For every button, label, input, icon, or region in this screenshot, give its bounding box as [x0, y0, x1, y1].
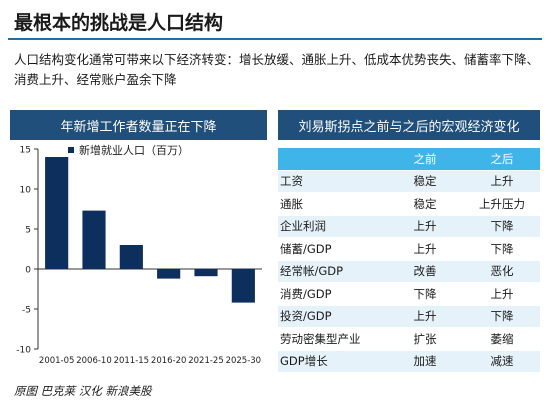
x-tick-label: 2011-15	[114, 356, 150, 366]
x-tick-label: 2006-10	[76, 356, 112, 366]
row-before: 扩张	[413, 331, 437, 346]
table-header-after: 之后	[490, 151, 514, 166]
row-before: 下降	[413, 286, 437, 301]
table-row: 工资 稳定 上升	[278, 170, 540, 193]
row-label: 通胀	[280, 196, 303, 211]
y-tick-label: 0	[25, 266, 31, 276]
y-tick-label: -5	[22, 306, 31, 316]
row-label: 储蓄/GDP	[280, 241, 332, 256]
y-tick-label: 10	[20, 186, 32, 196]
table-row: 储蓄/GDP 上升 下降	[278, 238, 540, 261]
row-label: GDP增长	[280, 354, 328, 369]
x-tick-label: 2016-20	[151, 356, 187, 366]
table-row: 劳动密集型产业 扩张 萎缩	[278, 328, 540, 351]
legend-label: 新增就业人口（百万）	[79, 143, 189, 157]
x-tick-label: 2025-30	[226, 356, 262, 366]
bar	[194, 269, 218, 277]
bar	[231, 269, 255, 303]
row-after: 减速	[490, 354, 514, 369]
table-row: 消费/GDP 下降 上升	[278, 283, 540, 306]
macro-comparison-table: 之前 之后 工资 稳定 上升 通胀 稳定 上升压力 企业利润 上升 下降 储蓄/…	[278, 148, 540, 373]
row-before: 加速	[413, 354, 437, 369]
row-after: 上升	[490, 174, 514, 189]
y-tick-label: -10	[16, 346, 31, 356]
x-tick-label: 2001-05	[39, 356, 75, 366]
row-after: 上升压力	[479, 196, 525, 211]
table-row: 投资/GDP 上升 下降	[278, 305, 540, 328]
row-after: 恶化	[490, 264, 514, 279]
legend-marker	[68, 147, 74, 153]
bar	[157, 269, 181, 279]
table-header-row: 之前 之后	[278, 148, 540, 171]
x-tick-label: 2021-25	[188, 356, 224, 366]
table-panel-header: 刘易斯拐点之前与之后的宏观经济变化	[278, 110, 540, 140]
row-label: 经常帐/GDP	[280, 264, 344, 279]
y-tick-label: 5	[25, 226, 31, 236]
table-row: 通胀 稳定 上升压力	[278, 193, 540, 216]
source-caption: 原图 巴克莱 汉化 新浪美股	[14, 384, 152, 398]
table-header-before: 之前	[413, 151, 437, 166]
row-label: 劳动密集型产业	[280, 331, 361, 346]
page-title: 最根本的挑战是人口结构	[14, 12, 224, 34]
row-before: 上升	[413, 241, 437, 256]
table-row: GDP增长 加速 减速	[278, 350, 540, 373]
intro-text: 人口结构变化通常可带来以下经济转变：增长放缓、通胀上升、低成本优势丧失、储蓄率下…	[14, 52, 540, 87]
row-after: 下降	[490, 241, 514, 256]
bar	[45, 157, 69, 269]
row-label: 消费/GDP	[280, 286, 332, 301]
row-after: 下降	[490, 309, 514, 324]
row-after: 萎缩	[490, 331, 514, 346]
row-before: 稳定	[413, 174, 437, 189]
row-label: 投资/GDP	[280, 309, 332, 324]
title-divider	[8, 38, 542, 40]
row-before: 上升	[413, 219, 437, 234]
row-after: 下降	[490, 219, 514, 234]
row-after: 上升	[490, 286, 514, 301]
bar-chart: 15 10 5 0 -5 -10 2001-05 2006-10 2011-15 2016-20 2…	[10, 140, 267, 372]
table-row: 经常帐/GDP 改善 恶化	[278, 260, 540, 283]
row-before: 稳定	[413, 196, 437, 211]
row-label: 企业利润	[280, 219, 326, 234]
row-before: 改善	[413, 264, 437, 279]
bar	[119, 245, 143, 269]
chart-panel-header: 年新增工作者数量正在下降	[10, 110, 267, 140]
row-before: 上升	[413, 309, 437, 324]
table-row: 企业利润 上升 下降	[278, 215, 540, 238]
bar	[82, 210, 106, 269]
row-label: 工资	[280, 174, 303, 189]
y-tick-label: 15	[20, 146, 31, 156]
